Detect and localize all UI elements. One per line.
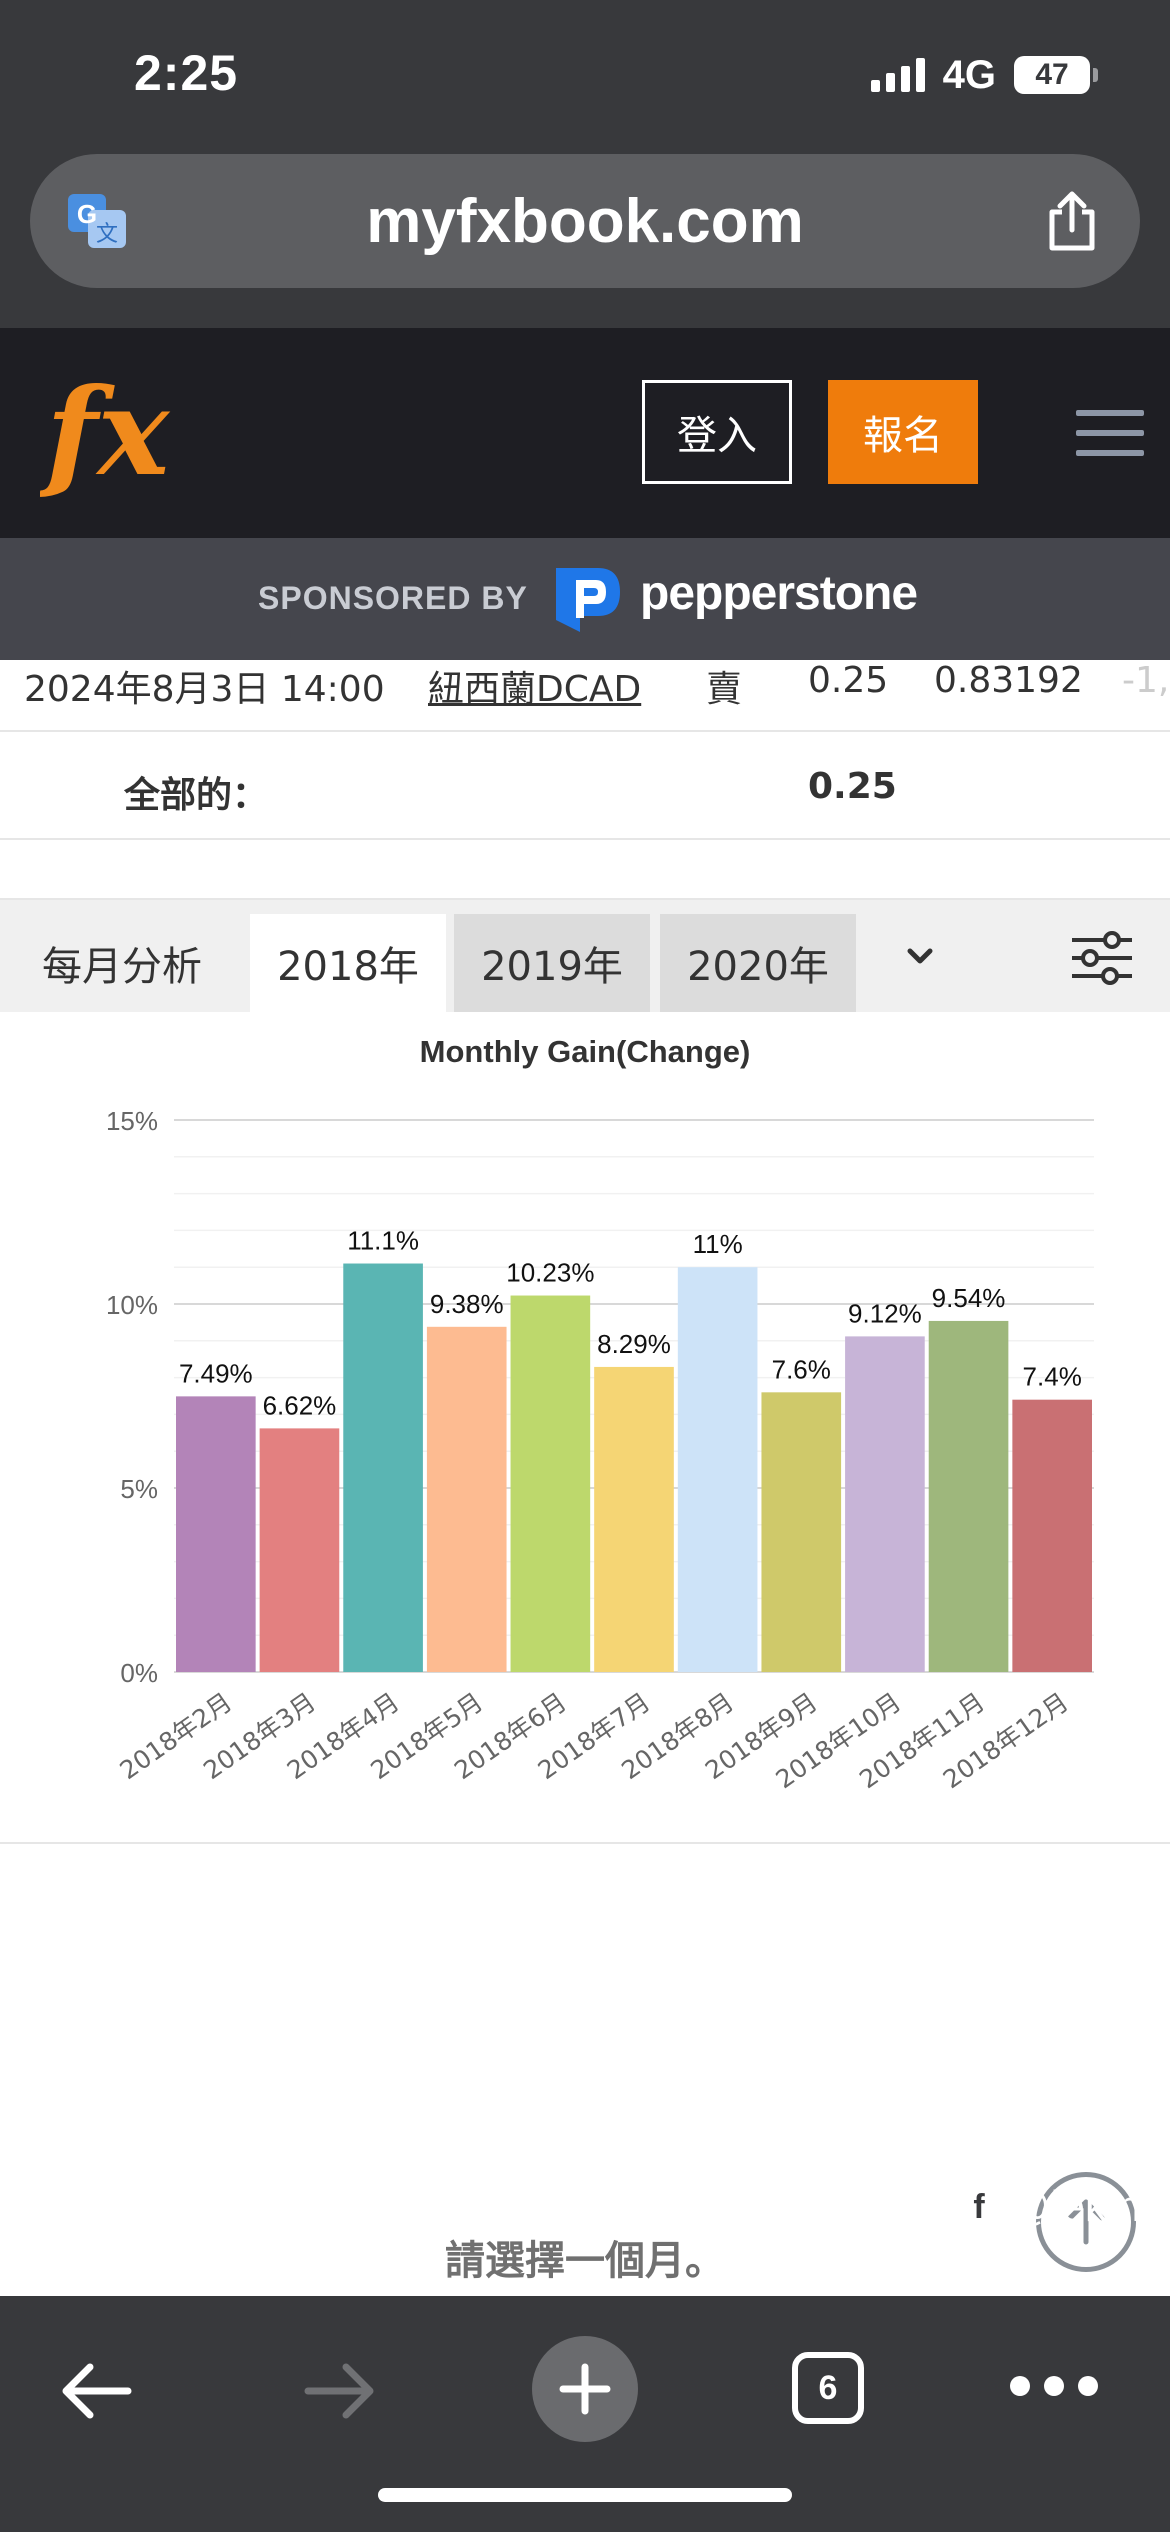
- tab-2019[interactable]: 2019年: [454, 914, 650, 1012]
- chart-bar[interactable]: [677, 1267, 758, 1672]
- facebook-icon: f: [958, 2186, 1000, 2228]
- bar-value-label: 6.62%: [263, 1390, 337, 1420]
- status-time: 2:25: [134, 45, 239, 101]
- tab-2020[interactable]: 2020年: [660, 914, 856, 1012]
- chart-bar[interactable]: [426, 1326, 507, 1672]
- trade-action: 賣: [706, 669, 743, 710]
- bar-value-label: 7.49%: [179, 1358, 253, 1388]
- bar-value-label: 9.38%: [430, 1289, 504, 1319]
- bar-chart-svg: Monthly Gain(Change) 0% 5% 10% 15% 7.49% 6.6…: [106, 1034, 1094, 1794]
- network-type: 4G: [942, 52, 996, 97]
- bar-value-label: 11.1%: [347, 1226, 419, 1256]
- forward-arrow-icon[interactable]: [300, 2356, 380, 2426]
- chart-bar[interactable]: [928, 1320, 1009, 1672]
- total-label: 全部的：: [124, 775, 269, 816]
- back-arrow-icon[interactable]: [56, 2356, 136, 2426]
- y-tick-label: 0%: [120, 1658, 158, 1688]
- svg-text:G: G: [77, 199, 97, 229]
- chevron-down-icon[interactable]: [902, 938, 938, 974]
- myfxbook-logo[interactable]: fx: [40, 356, 190, 516]
- signal-icon: [870, 58, 925, 92]
- section-divider: [0, 840, 1170, 900]
- battery-icon: 47: [1014, 56, 1098, 94]
- filter-settings-icon[interactable]: [1070, 930, 1134, 986]
- logo-text: fx: [40, 362, 171, 503]
- chart-bar[interactable]: [176, 1396, 256, 1672]
- sponsor-brand: pepperstone: [640, 567, 918, 620]
- chart-bar[interactable]: [1012, 1399, 1092, 1672]
- bar-value-label: 7.6%: [772, 1354, 831, 1384]
- table-row: 2024年8月3日 14:00 紐西蘭DCAD 賣 0.25 0.83192 -…: [0, 660, 1170, 732]
- bar-value-label: 8.29%: [597, 1329, 671, 1359]
- trade-lots: 0.25: [808, 660, 889, 701]
- trade-date: 2024年8月3日 14:00: [24, 669, 385, 710]
- battery-level: 47: [1035, 58, 1069, 91]
- monthly-gain-chart: Monthly Gain(Change) 0% 5% 10% 15% 7.49% 6.6…: [0, 1012, 1170, 1844]
- trade-extra: -1,: [1122, 660, 1170, 701]
- y-tick-label: 15%: [106, 1106, 158, 1136]
- new-tab-button[interactable]: [532, 2336, 638, 2442]
- select-month-prompt: 請選擇一個月。: [445, 2238, 725, 2284]
- signup-button[interactable]: 報名: [828, 380, 978, 484]
- translate-icon[interactable]: G 文: [66, 192, 128, 250]
- chart-title: Monthly Gain(Change): [420, 1034, 751, 1069]
- chart-bar[interactable]: [343, 1263, 423, 1672]
- arrow-up-icon: [1067, 2199, 1105, 2245]
- watermark-handle: @ieking: [1006, 2182, 1166, 2231]
- site-header: fx 登入 報名: [0, 328, 1170, 538]
- browser-top-chrome: 2:25 4G 47 G 文 myfxbook.com: [0, 0, 1170, 328]
- pepperstone-logo-icon: [556, 568, 620, 632]
- status-indicators: 4G 47: [870, 50, 1098, 100]
- total-value: 0.25: [808, 766, 897, 807]
- sponsor-label: SPONSORED BY: [258, 580, 528, 616]
- url-bar[interactable]: G 文 myfxbook.com: [30, 154, 1140, 288]
- monthly-analysis-title: 每月分析: [42, 944, 202, 990]
- y-tick-label: 10%: [106, 1290, 158, 1320]
- bar-value-label: 10.23%: [506, 1258, 594, 1288]
- tab-switcher-button[interactable]: 6: [792, 2352, 864, 2424]
- chart-bar[interactable]: [845, 1336, 925, 1672]
- svg-text:文: 文: [96, 222, 118, 247]
- chart-bar[interactable]: [510, 1295, 591, 1672]
- total-row: 全部的： 0.25: [0, 732, 1170, 840]
- bar-value-label: 7.4%: [1023, 1362, 1082, 1392]
- y-tick-label: 5%: [120, 1474, 158, 1504]
- bar-value-label: 9.54%: [932, 1283, 1006, 1313]
- scroll-to-top-button[interactable]: [1036, 2172, 1136, 2272]
- monthly-analysis-tabs: 每月分析 2018年 2019年 2020年: [0, 900, 1170, 1012]
- home-indicator: [378, 2488, 792, 2502]
- url-text[interactable]: myfxbook.com: [366, 187, 804, 256]
- watermark: f @ieking: [958, 2182, 1166, 2232]
- plus-icon: [559, 2363, 611, 2415]
- bar-value-label: 9.12%: [848, 1298, 922, 1328]
- chart-bar[interactable]: [594, 1366, 674, 1672]
- tab-2018[interactable]: 2018年: [250, 914, 446, 1012]
- login-button[interactable]: 登入: [642, 380, 792, 484]
- more-menu-icon[interactable]: [1010, 2376, 1098, 2396]
- share-icon[interactable]: [1044, 190, 1100, 252]
- chart-bar[interactable]: [761, 1392, 842, 1672]
- hamburger-menu-icon[interactable]: [1076, 410, 1144, 456]
- sponsor-bar[interactable]: SPONSORED BY pepperstone: [0, 538, 1170, 660]
- chart-bar[interactable]: [259, 1428, 340, 1672]
- bar-value-label: 11%: [693, 1229, 743, 1259]
- trade-pair-link[interactable]: 紐西蘭DCAD: [428, 669, 642, 710]
- trade-price: 0.83192: [934, 660, 1083, 701]
